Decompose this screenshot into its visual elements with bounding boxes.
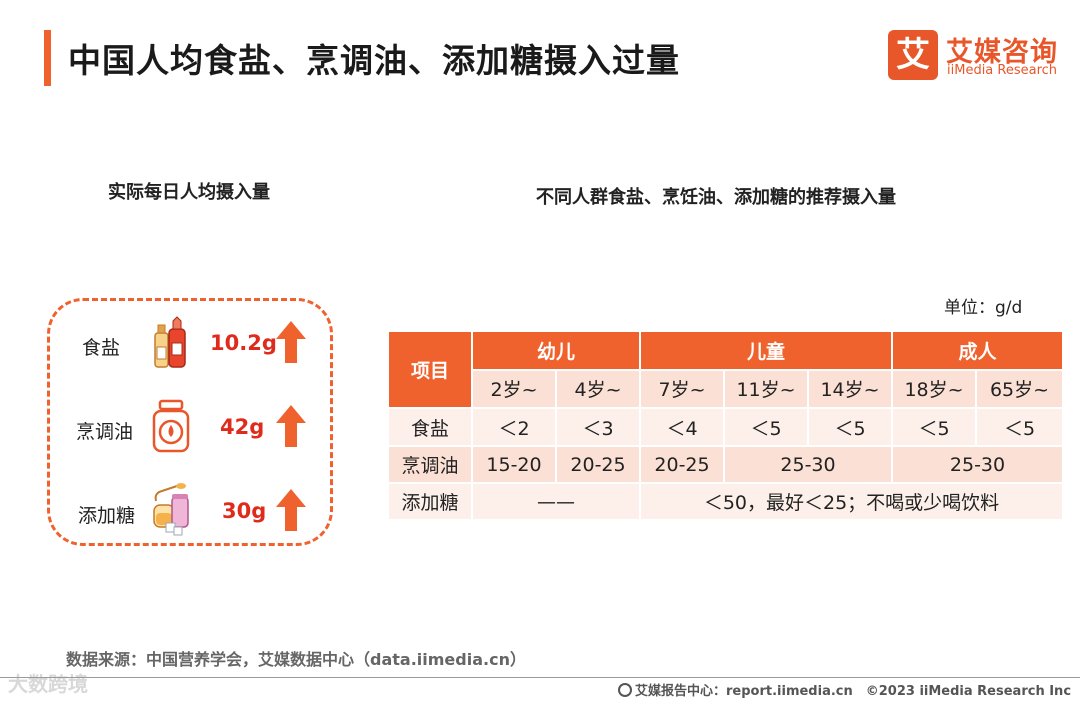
table-cell: 25-30 [893, 445, 1062, 482]
unit-label: 单位：g/d [944, 298, 1023, 318]
intake-name: 烹调油 [76, 421, 134, 443]
intake-value: 10.2g [210, 331, 277, 355]
table-group-child: 儿童 [641, 332, 893, 369]
footer-divider [0, 677, 1080, 678]
oil-jar-icon [152, 399, 190, 453]
table-group-toddler: 幼儿 [473, 332, 641, 369]
table-cell: ＜5 [809, 407, 893, 445]
table-row-oil: 烹调油 15-20 20-25 20-25 25-30 25-30 [389, 445, 1062, 482]
up-arrow-icon [276, 321, 306, 363]
intake-row-sugar: 添加糖 30g [50, 483, 336, 543]
up-arrow-icon [276, 489, 306, 531]
table-age-header: 2岁~ [473, 368, 557, 407]
footer-report-text: 艾媒报告中心：report.iimedia.cn ©2023 iiMedia R… [635, 684, 1072, 699]
table-cell: ＜4 [641, 407, 725, 445]
intake-name: 添加糖 [78, 505, 136, 527]
up-arrow-icon [276, 405, 306, 447]
table-cell: 20-25 [641, 445, 725, 482]
logo-chinese-name: 艾媒咨询 [946, 37, 1058, 68]
intake-row-salt: 食盐 10.2g [50, 315, 336, 375]
page-title: 中国人均食盐、烹调油、添加糖摄入过量 [68, 41, 680, 80]
table-row-sugar: 添加糖 —— ＜50，最好＜25；不喝或少喝饮料 [389, 482, 1062, 519]
table-cell: ＜3 [557, 407, 641, 445]
intake-value: 30g [222, 499, 267, 523]
iimedia-logo: 艾 艾媒咨询 iiMedia Research [888, 30, 1068, 82]
intake-row-oil: 烹调油 42g [50, 399, 336, 459]
table-row-salt: 食盐 ＜2 ＜3 ＜4 ＜5 ＜5 ＜5 ＜5 [389, 407, 1062, 445]
data-source-note: 数据来源：中国营养学会，艾媒数据中心（data.iimedia.cn） [66, 650, 526, 669]
intake-name: 食盐 [82, 337, 121, 359]
logo-english-name: iiMedia Research [947, 63, 1058, 78]
table-cell: ＜2 [473, 407, 557, 445]
table-group-adult: 成人 [893, 332, 1062, 369]
recommended-intake-heading: 不同人群食盐、烹饪油、添加糖的推荐摄入量 [536, 187, 896, 208]
footer-credit: 艾媒报告中心：report.iimedia.cn ©2023 iiMedia R… [618, 680, 1071, 699]
logo-mark-icon: 艾 [888, 30, 938, 80]
globe-icon [618, 683, 632, 697]
table-cell: ＜50，最好＜25；不喝或少喝饮料 [641, 482, 1062, 519]
recommended-intake-table: 项目 幼儿 儿童 成人 2岁~ 4岁~ 7岁~ 11岁~ 14岁~ 18岁~ 6… [389, 332, 1062, 519]
intake-value: 42g [220, 415, 265, 439]
row-label: 添加糖 [389, 482, 473, 519]
table-age-header: 18岁~ [893, 368, 977, 407]
table-age-header: 4岁~ [557, 368, 641, 407]
table-cell: 25-30 [725, 445, 893, 482]
table-cell: ＜5 [977, 407, 1062, 445]
row-label: 食盐 [389, 407, 473, 445]
table-age-header: 7岁~ [641, 368, 725, 407]
table-age-header: 14岁~ [809, 368, 893, 407]
table-header-item: 项目 [389, 332, 473, 407]
table-age-header: 65岁~ [977, 368, 1062, 407]
sugar-jars-icon [153, 483, 189, 536]
watermark: 大数跨境 [8, 672, 88, 696]
table-cell: 20-25 [557, 445, 641, 482]
table-cell: ＜5 [893, 407, 977, 445]
row-label: 烹调油 [389, 445, 473, 482]
table-age-header: 11岁~ [725, 368, 809, 407]
actual-intake-panel: 食盐 10.2g 烹调油 42g 添加糖 [47, 298, 333, 546]
table-cell: 15-20 [473, 445, 557, 482]
actual-intake-heading: 实际每日人均摄入量 [108, 182, 270, 203]
title-accent-bar [44, 30, 51, 86]
salt-bottles-icon [154, 316, 186, 368]
table-cell: ＜5 [725, 407, 809, 445]
table-cell: —— [473, 482, 641, 519]
